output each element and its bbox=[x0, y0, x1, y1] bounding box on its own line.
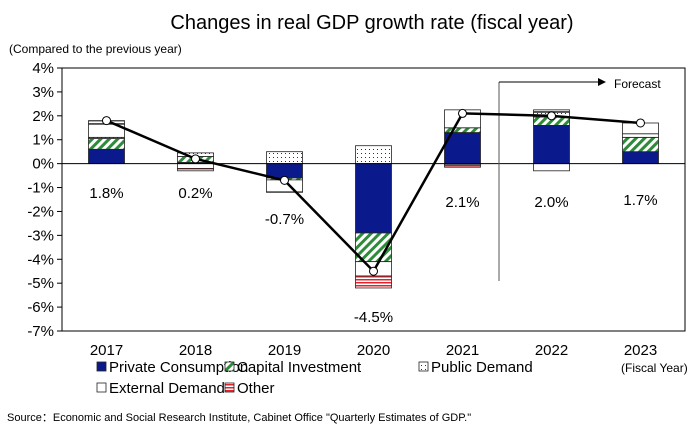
bar-segment-pc bbox=[88, 148, 125, 165]
data-label: 1.7% bbox=[623, 192, 657, 209]
total-point bbox=[102, 116, 111, 126]
x-tick-label: 2021 bbox=[446, 342, 479, 359]
data-labels: 1.8% 0.2% -0.7% -4.5% 2.1% 2.0% 1.7% bbox=[89, 185, 657, 326]
x-tick-label: 2020 bbox=[357, 342, 390, 359]
legend-label: Other bbox=[237, 380, 275, 397]
legend-label: Capital Investment bbox=[237, 359, 362, 376]
y-tick-label: -5% bbox=[27, 275, 54, 292]
data-label: -0.7% bbox=[265, 211, 304, 228]
bar-segment-pd bbox=[355, 145, 392, 165]
y-tick-label: -7% bbox=[27, 323, 54, 340]
y-tick-label: -1% bbox=[27, 180, 54, 197]
forecast-label: Forecast bbox=[614, 77, 661, 91]
y-tick-label: 1% bbox=[32, 132, 54, 149]
legend-swatch-pc bbox=[96, 361, 107, 372]
bar-segment-ed bbox=[533, 163, 570, 172]
chart-title: Changes in real GDP growth rate (fiscal … bbox=[170, 12, 573, 34]
total-point bbox=[369, 266, 378, 276]
y-tick-label: -6% bbox=[27, 299, 54, 316]
total-point bbox=[458, 108, 467, 118]
bar-segment-pd bbox=[266, 151, 303, 165]
x-axis: 2017 2018 2019 2020 2021 2022 2023 bbox=[90, 342, 657, 359]
data-label: 1.8% bbox=[89, 185, 123, 202]
x-tick-label: 2017 bbox=[90, 342, 123, 359]
total-point bbox=[547, 111, 556, 121]
bar-segment-ci bbox=[355, 232, 392, 263]
forecast-marker: Forecast bbox=[498, 77, 661, 281]
x-tick-label: 2022 bbox=[535, 342, 568, 359]
y-tick-label: -4% bbox=[27, 251, 54, 268]
bar-segment-ot bbox=[444, 164, 481, 168]
legend-label: External Demand bbox=[109, 380, 225, 397]
data-label: -4.5% bbox=[354, 309, 393, 326]
bar-segment-pc bbox=[622, 151, 659, 165]
bar-segment-ed bbox=[177, 163, 214, 169]
legend-swatch-ci bbox=[224, 361, 235, 372]
legend-label: Private Consumption bbox=[109, 359, 248, 376]
x-axis-label: (Fiscal Year) bbox=[621, 361, 688, 375]
bar-segment-ci bbox=[88, 138, 125, 150]
plot-area-frame bbox=[61, 67, 686, 332]
y-tick-label: 2% bbox=[32, 108, 54, 125]
forecast-arrowhead bbox=[598, 78, 606, 86]
legend-swatch-pd bbox=[418, 361, 429, 372]
stacked-bars bbox=[88, 109, 659, 289]
y-tick-label: -2% bbox=[27, 203, 54, 220]
data-label: 0.2% bbox=[178, 185, 212, 202]
bar-segment-pc bbox=[355, 163, 392, 234]
bar-segment-ot bbox=[177, 168, 214, 172]
y-tick-label: 0% bbox=[32, 156, 54, 173]
y-tick-label: 3% bbox=[32, 84, 54, 101]
total-point bbox=[636, 118, 645, 128]
y-tick-label: -3% bbox=[27, 227, 54, 244]
bar-segment-ot bbox=[355, 275, 392, 289]
bar-segment-pc bbox=[533, 124, 570, 165]
bar-segment-pd bbox=[622, 133, 659, 138]
bar-segment-ci bbox=[622, 136, 659, 153]
x-tick-label: 2023 bbox=[624, 342, 657, 359]
y-axis-label: (Compared to the previous year) bbox=[9, 42, 182, 56]
total-point bbox=[191, 154, 200, 164]
x-tick-label: 2019 bbox=[268, 342, 301, 359]
legend-swatch-ot bbox=[224, 382, 235, 393]
data-label: 2.0% bbox=[534, 194, 568, 211]
data-label: 2.1% bbox=[445, 194, 479, 211]
source-note: Source：Economic and Social Research Inst… bbox=[7, 412, 471, 424]
x-tick-label: 2018 bbox=[179, 342, 212, 359]
total-line bbox=[102, 108, 645, 276]
total-point bbox=[280, 175, 289, 185]
bar-segment-pc bbox=[266, 163, 303, 179]
bar-segment-ci bbox=[444, 127, 481, 133]
legend-swatch-ed bbox=[96, 382, 107, 393]
y-axis: 4% 3% 2% 1% 0% -1% -2% -3% -4% -5% -6% -7% bbox=[27, 60, 62, 340]
y-tick-label: 4% bbox=[32, 60, 54, 77]
legend-label: Public Demand bbox=[431, 359, 533, 376]
